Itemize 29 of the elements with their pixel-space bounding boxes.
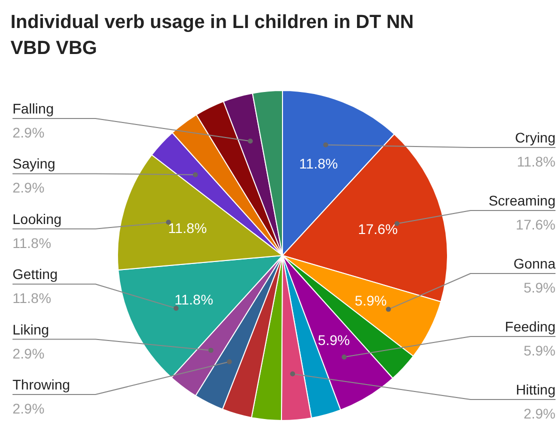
data-label: 11.8% [174,291,214,308]
text: 11.8% [12,290,52,306]
text: 17.6% [516,216,556,232]
text: 11.8% [12,234,52,251]
data-label: 5.9% [318,332,350,348]
data-label: 2.9% [12,124,44,140]
text: 11.8% [516,154,556,170]
data-label: 2.9% [524,406,556,422]
data-label: 11.8% [168,220,207,236]
slice-label: Saying [12,156,56,172]
slice-label: Liking [12,321,50,338]
slice-label: Getting [12,266,58,282]
data-label: 5.9% [354,292,387,308]
data-label: 2.9% [12,400,44,416]
slice-label: Hitting [516,382,556,398]
data-label: 11.8% [299,155,338,172]
slice-label: Looking [12,210,62,227]
text: 5.9% [524,342,556,358]
slice-label: Throwing [12,376,70,392]
slice-label: Gonna [513,256,556,272]
slice-label: Falling [12,100,54,116]
data-label: 17.6% [358,220,398,237]
slice-label: Crying [515,130,556,146]
slice-label: Screaming [488,192,556,208]
text: 5.9% [524,280,556,296]
slice-label: Feeding [504,318,556,334]
chart-title: Individual verb usage in LI children in DT NN VBD VBG [10,12,414,59]
data-label: 2.9% [12,345,44,362]
data-label: 2.9% [12,180,44,196]
